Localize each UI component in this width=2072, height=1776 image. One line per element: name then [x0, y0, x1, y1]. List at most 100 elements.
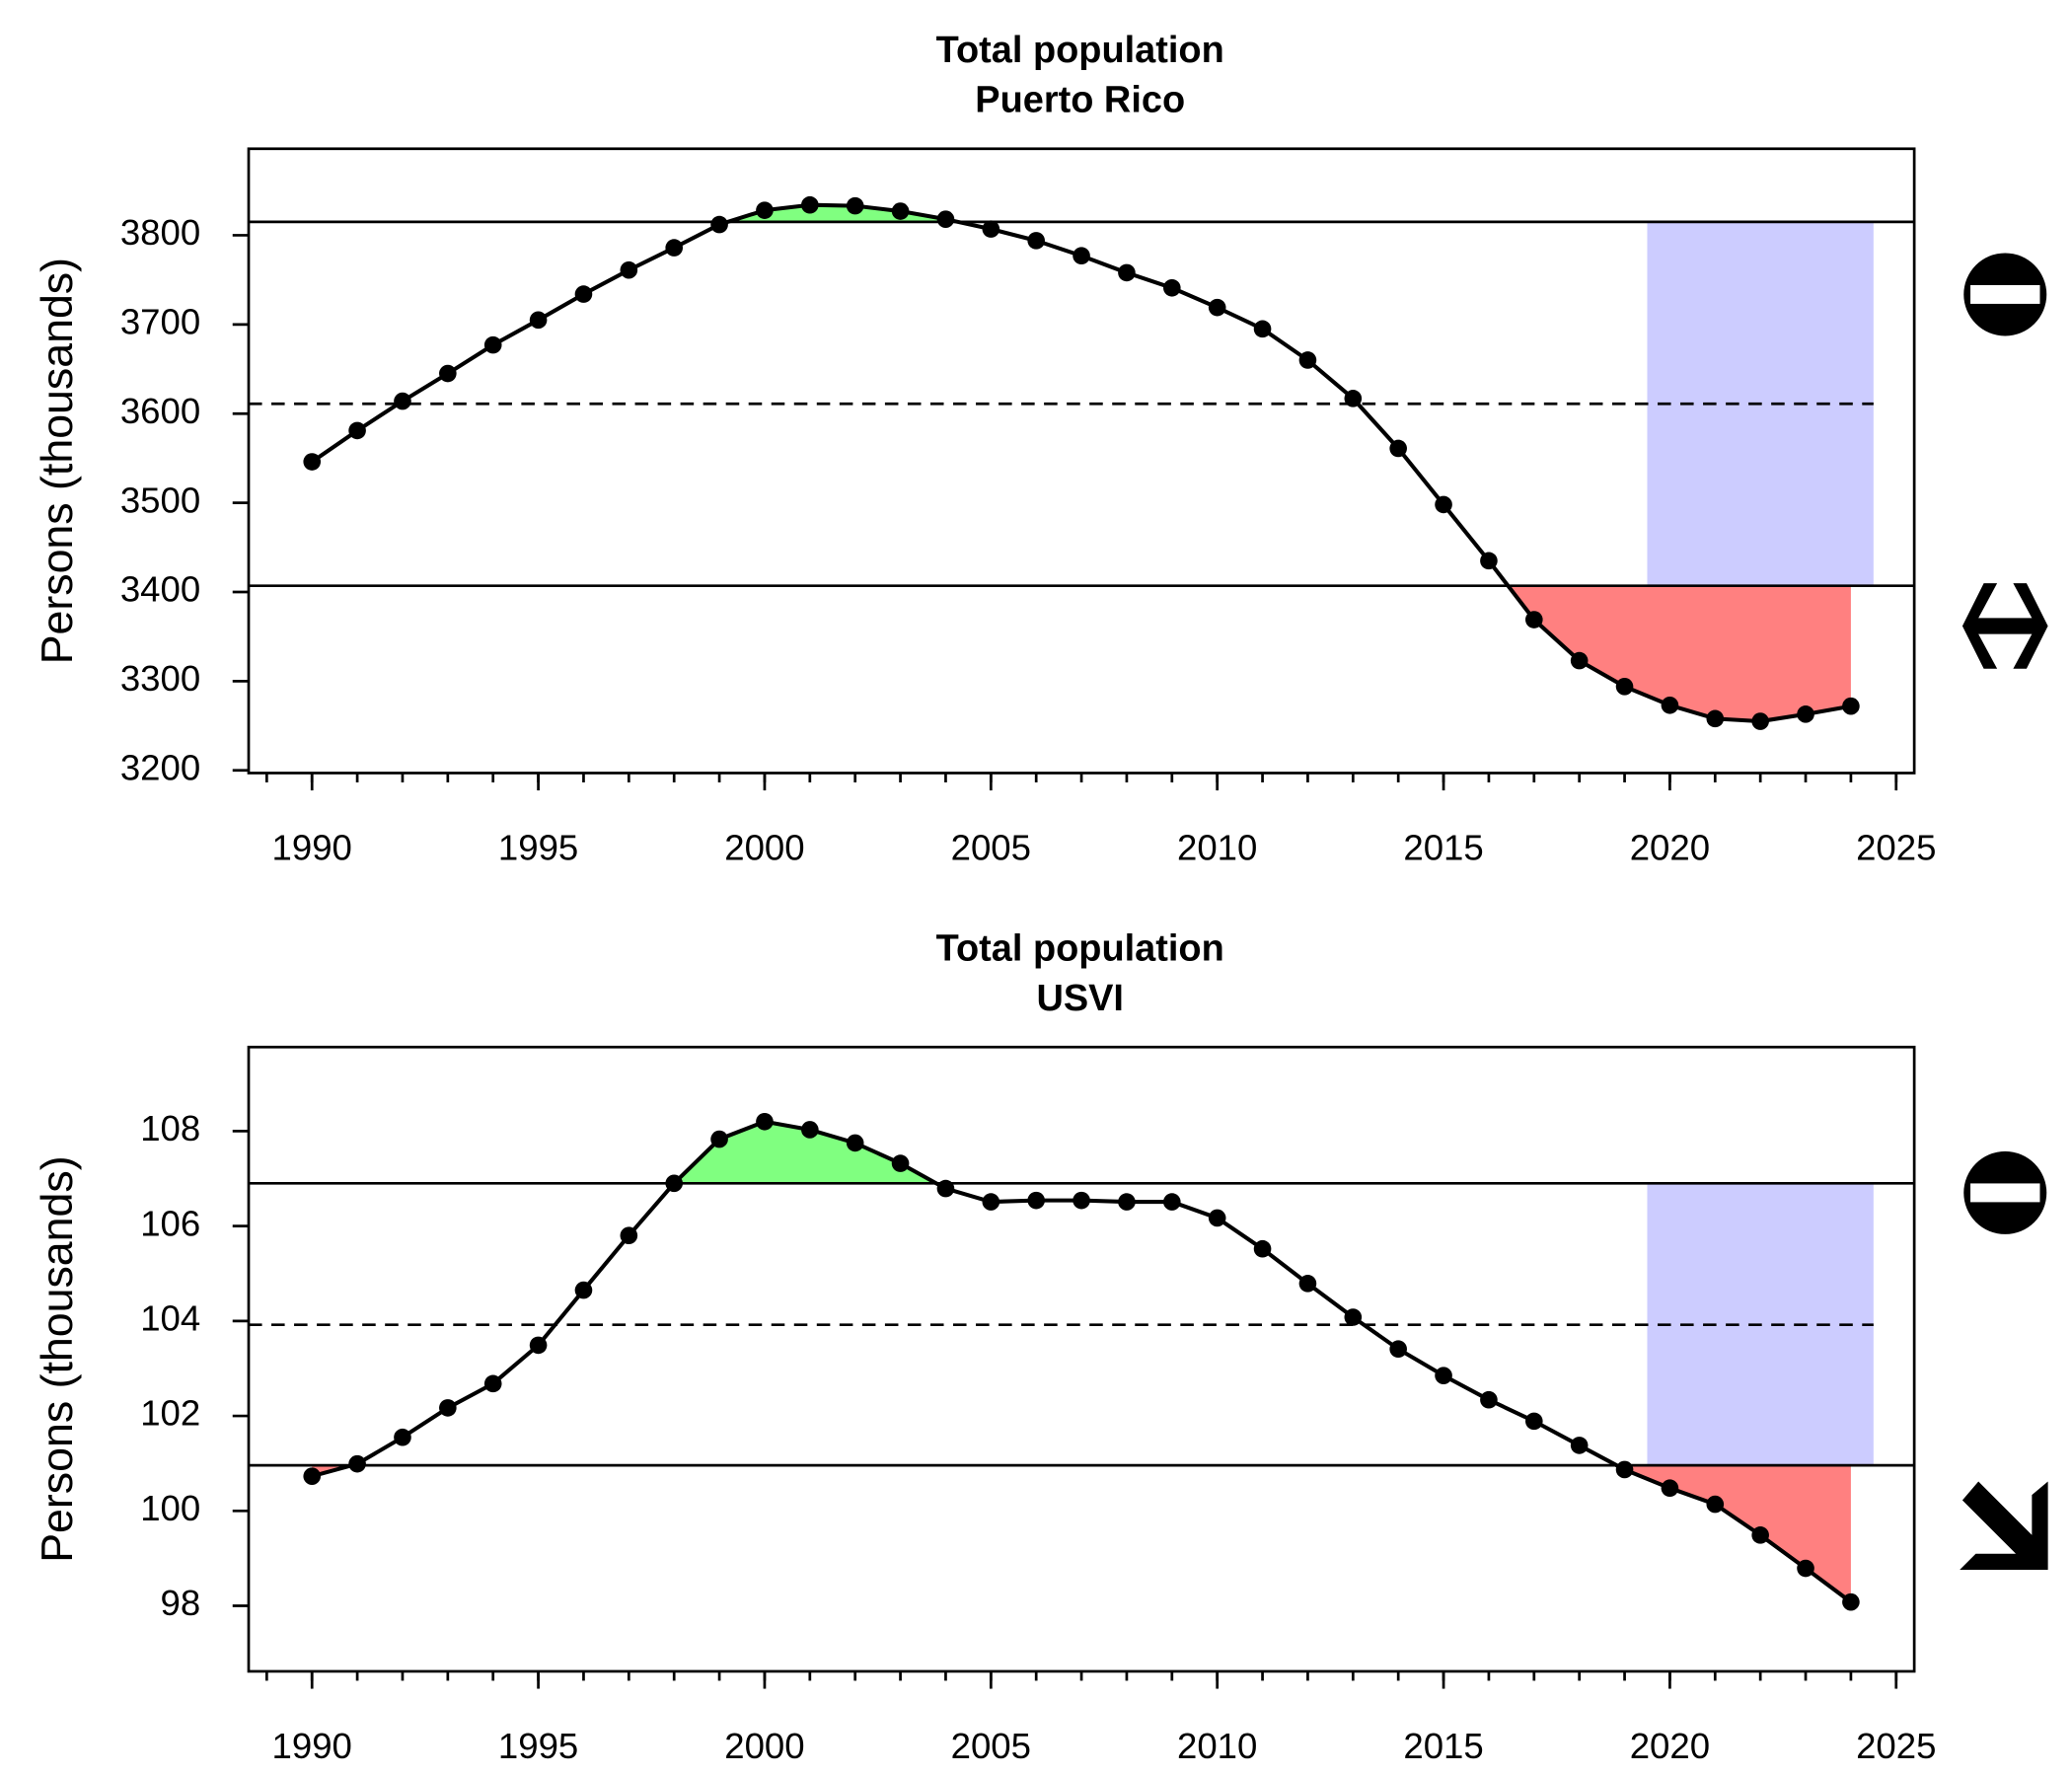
data-point — [439, 364, 457, 383]
data-point — [756, 1112, 774, 1131]
data-point — [982, 220, 1000, 238]
data-point — [1570, 1437, 1589, 1454]
data-point — [303, 1467, 322, 1485]
trend-icon — [1960, 1481, 2048, 1570]
y-tick-label: 100 — [140, 1488, 200, 1528]
y-tick-label: 3800 — [120, 212, 200, 253]
chart-subtitle: Puerto Rico — [975, 79, 1185, 120]
y-tick-label: 3200 — [120, 747, 200, 787]
data-point — [394, 392, 411, 410]
status-icon-bar — [1970, 1183, 2040, 1203]
data-point — [574, 1281, 593, 1299]
y-tick-label: 108 — [140, 1108, 200, 1148]
x-tick-label: 1990 — [272, 1726, 352, 1766]
x-tick-label: 2015 — [1403, 1726, 1483, 1766]
x-tick-label: 2010 — [1177, 828, 1257, 868]
x-tick-label: 2015 — [1403, 828, 1483, 868]
data-point — [529, 311, 548, 330]
data-point — [620, 1226, 638, 1245]
y-axis-label: Persons (thousands) — [34, 258, 82, 664]
data-point — [1208, 1209, 1226, 1227]
data-point — [1661, 696, 1679, 714]
data-point — [1027, 232, 1045, 250]
x-tick-label: 1990 — [272, 828, 352, 868]
y-tick-label: 3300 — [120, 658, 200, 699]
data-point — [1208, 298, 1226, 317]
data-point — [1706, 1495, 1725, 1514]
data-point — [1480, 1390, 1498, 1409]
data-point — [710, 215, 728, 234]
data-point — [1706, 709, 1725, 728]
data-point — [801, 195, 819, 214]
x-tick-label: 2025 — [1856, 828, 1936, 868]
data-point — [394, 1428, 411, 1446]
data-point — [1163, 1193, 1181, 1211]
data-point — [1298, 351, 1317, 369]
data-point — [1027, 1191, 1045, 1210]
data-point — [1435, 495, 1452, 514]
data-point — [483, 335, 502, 354]
data-point — [483, 1374, 502, 1393]
data-point — [529, 1336, 548, 1355]
plot-area — [248, 204, 1915, 722]
data-point — [665, 1174, 684, 1193]
data-point — [348, 421, 366, 440]
data-point — [1524, 611, 1543, 629]
data-point — [1389, 439, 1407, 458]
x-tick-label: 2000 — [724, 1726, 804, 1766]
x-tick-label: 2020 — [1630, 828, 1710, 868]
data-point — [1344, 390, 1363, 407]
y-tick-label: 3600 — [120, 391, 200, 431]
x-tick-label: 2005 — [951, 1726, 1031, 1766]
data-point — [1797, 705, 1814, 723]
y-tick-label: 102 — [140, 1393, 200, 1434]
below-fill — [1508, 585, 1851, 722]
above-fill — [674, 1121, 936, 1184]
data-point — [710, 1130, 728, 1148]
data-point — [982, 1193, 1000, 1211]
data-point — [439, 1399, 457, 1417]
data-point — [574, 285, 593, 303]
data-point — [1344, 1308, 1363, 1326]
y-tick-label: 104 — [140, 1298, 200, 1339]
data-point — [1073, 247, 1090, 265]
data-point — [1661, 1479, 1679, 1498]
x-tick-label: 2010 — [1177, 1726, 1257, 1766]
data-point — [1751, 712, 1769, 730]
data-point — [1570, 651, 1589, 670]
data-point — [1298, 1275, 1317, 1293]
data-point — [1163, 278, 1181, 297]
x-tick-label: 2025 — [1856, 1726, 1936, 1766]
panel: Total population USVI Persons (thousands) 9… — [34, 928, 2048, 1766]
x-tick-label: 2000 — [724, 828, 804, 868]
below-fill — [312, 1465, 1851, 1602]
data-point — [348, 1454, 366, 1473]
data-point — [1751, 1526, 1769, 1544]
data-point — [1253, 320, 1272, 338]
data-point — [1118, 1193, 1136, 1211]
data-point — [1253, 1239, 1272, 1258]
x-tick-label: 2020 — [1630, 1726, 1710, 1766]
data-point — [1389, 1340, 1407, 1359]
data-point — [1842, 697, 1860, 715]
data-point — [1524, 1412, 1543, 1431]
data-point — [1615, 678, 1634, 696]
y-tick-label: 3700 — [120, 301, 200, 341]
data-point — [846, 196, 864, 215]
data-point — [891, 1154, 910, 1172]
data-point — [620, 260, 638, 279]
data-point — [1435, 1367, 1452, 1384]
x-tick-label: 1995 — [498, 1726, 578, 1766]
data-point — [756, 201, 774, 219]
y-axis-label: Persons (thousands) — [34, 1155, 82, 1562]
y-tick-label: 3500 — [120, 480, 200, 520]
data-point — [801, 1121, 819, 1139]
data-point — [1842, 1592, 1860, 1611]
data-point — [1073, 1191, 1090, 1210]
y-tick-label: 106 — [140, 1203, 200, 1243]
data-point — [1797, 1559, 1814, 1578]
data-point — [665, 239, 684, 257]
chart-subtitle: USVI — [1036, 978, 1124, 1019]
